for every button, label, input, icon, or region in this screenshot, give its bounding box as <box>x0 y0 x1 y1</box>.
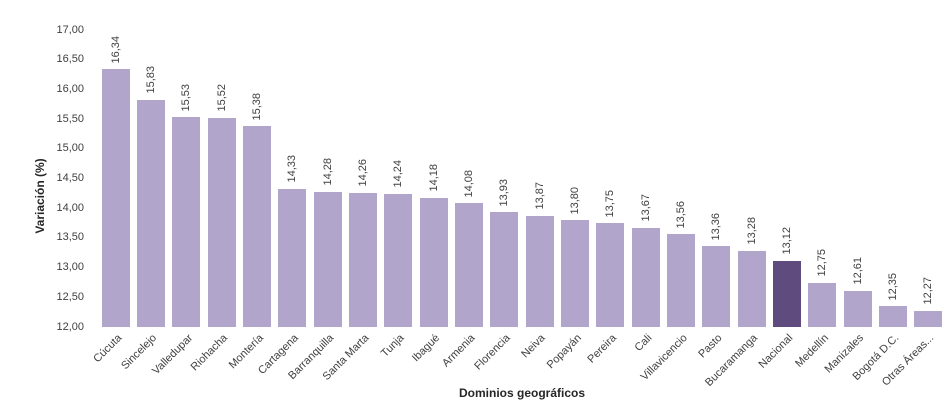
x-tick-label: Pasto <box>696 332 725 361</box>
bar-value-label: 12,35 <box>886 272 899 301</box>
bar-cell: 15,83 Sincelejo <box>119 30 168 372</box>
y-tick-label: 12,50 <box>56 290 84 303</box>
bar <box>348 192 377 327</box>
bar-cell: 13,75 Pereira <box>585 30 628 366</box>
plot-area: 16,34 Cúcuta 15,83 Sincelejo 15,53 Valledupar… <box>91 30 946 389</box>
bar-value-label: 13,87 <box>533 182 546 210</box>
bar-value-label: 14,18 <box>427 163 440 192</box>
x-tick-label: Florencia <box>472 332 513 373</box>
bar-cell: 13,12 Nacional <box>757 30 804 371</box>
bar-cell: 13,36 Pasto <box>696 30 734 360</box>
bar <box>242 126 271 327</box>
bar <box>525 215 554 327</box>
bar-value-label: 13,28 <box>745 217 758 245</box>
bar-cell: 15,52 Riohacha <box>189 30 239 373</box>
bar <box>914 311 943 327</box>
bar-cell: 14,24 Tunja <box>379 30 416 360</box>
bar <box>384 193 413 327</box>
bar-cell: 12,35 Bogotá D.C. <box>851 30 910 383</box>
bar-value-label: 14,28 <box>321 158 334 186</box>
bar-cell: 13,80 Popayán <box>544 30 592 371</box>
bar <box>101 69 130 327</box>
y-tick-label: 15,00 <box>56 142 84 155</box>
x-axis-title: Dominios geográficos <box>458 386 586 400</box>
bar <box>843 290 872 327</box>
x-tick-label: Tunja <box>379 332 407 360</box>
bar-cell: 14,08 Armenia <box>440 30 486 369</box>
x-tick-label: Cúcuta <box>91 332 125 366</box>
y-tick-label: 14,00 <box>56 201 84 214</box>
bar-cell: 13,93 Florencia <box>472 30 522 372</box>
bar <box>490 212 519 327</box>
bar-value-label: 15,53 <box>180 83 193 112</box>
bar <box>631 227 660 327</box>
y-tick-label: 16,50 <box>56 53 84 66</box>
bar <box>702 246 731 327</box>
y-tick-label: 16,00 <box>56 82 84 95</box>
bar-value-label: 13,67 <box>639 194 652 222</box>
x-tick-label: Nacional <box>756 332 796 371</box>
bar-cell: 12,75 Medellín <box>793 30 840 370</box>
bar-value-label: 13,75 <box>604 189 617 218</box>
bar-cell: 12,61 Manizales <box>823 30 875 376</box>
bar <box>419 197 448 327</box>
bar-cell: 14,33 Cartagena <box>256 30 310 377</box>
bar <box>560 220 589 327</box>
bar-value-label: 13,80 <box>568 186 581 215</box>
bar-value-label: 12,75 <box>816 248 829 277</box>
y-tick-label: 13,50 <box>56 231 84 244</box>
bar-cell: 13,56 Villavicencio <box>638 30 698 383</box>
y-axis: 17,00 16,50 16,00 15,50 15,00 14,50 14,00 13,50… <box>0 0 84 420</box>
bar-value-label: 15,52 <box>215 84 228 112</box>
bar-value-label: 14,08 <box>462 169 475 198</box>
bar-value-label: 16,34 <box>109 35 122 64</box>
bar <box>136 99 165 327</box>
bar-value-label: 12,27 <box>922 277 935 305</box>
bar-cell: 15,38 Montería <box>226 30 274 371</box>
x-tick-label: Pereira <box>585 332 619 366</box>
bar <box>596 223 625 327</box>
bar <box>666 234 695 327</box>
y-tick-label: 12,00 <box>56 320 84 333</box>
bar-value-label: 13,12 <box>780 226 793 255</box>
bar-cell: 14,18 Ibagué <box>410 30 451 364</box>
y-tick-label: 13,00 <box>56 261 84 274</box>
bar-value-label: 15,83 <box>144 65 157 94</box>
bar <box>278 188 307 327</box>
bar-highlight <box>772 260 801 327</box>
y-tick-label: 17,00 <box>56 23 84 36</box>
bar <box>313 191 342 327</box>
bar-cell: 13,87 Neiva <box>520 30 557 360</box>
bar-value-label: 13,93 <box>498 178 511 207</box>
bar-value-label: 15,38 <box>250 92 263 121</box>
bar <box>808 282 837 327</box>
bar-value-label: 12,61 <box>851 257 864 285</box>
bar <box>172 117 201 327</box>
bar-cell: 13,67 Cali <box>628 30 663 354</box>
x-tick-label: Neiva <box>519 332 549 361</box>
bar-value-label: 14,26 <box>356 159 369 187</box>
bar-value-label: 13,56 <box>674 200 687 229</box>
bar-cell: 15,53 Valledupar <box>150 30 204 377</box>
bar <box>737 251 766 327</box>
bar-value-label: 13,36 <box>710 212 723 241</box>
y-tick-label: 14,50 <box>56 172 84 184</box>
x-tick-label: Cali <box>632 332 655 354</box>
x-tick-label: Popayán <box>544 332 584 372</box>
bar <box>454 203 483 327</box>
bar <box>207 117 236 327</box>
x-tick-label: Ibagué <box>409 332 443 365</box>
bar-cell: 12,27 Otras Áreas... <box>880 30 946 388</box>
bar-cell: 14,26 Santa Marta <box>321 30 380 383</box>
y-tick-label: 15,50 <box>56 112 84 125</box>
bar-value-label: 14,24 <box>392 160 405 188</box>
bar-cell: 16,34 Cúcuta <box>91 30 133 365</box>
bar <box>878 306 907 327</box>
bar-cell: 14,28 Barranquilla <box>286 30 345 382</box>
bar-cell: 13,28 Bucaramanga <box>703 30 769 389</box>
bar-value-label: 14,33 <box>286 155 299 183</box>
x-tick-label: Riohacha <box>188 332 231 374</box>
